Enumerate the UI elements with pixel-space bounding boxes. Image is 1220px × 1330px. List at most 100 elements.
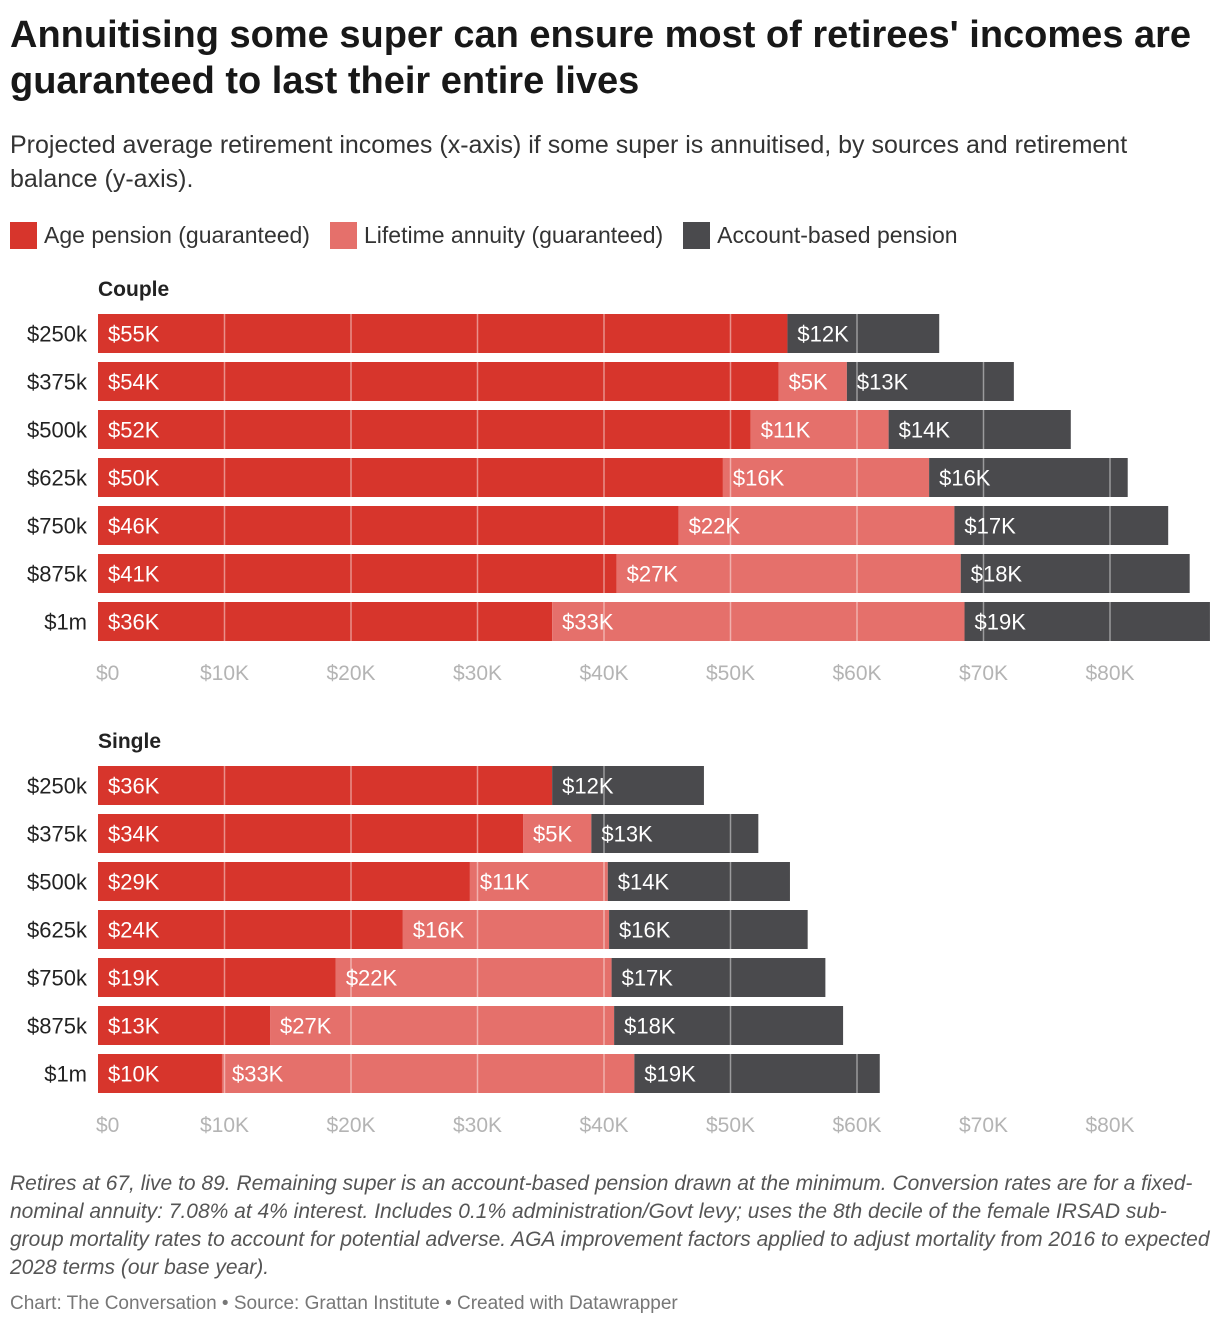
legend-label-account: Account-based pension bbox=[717, 221, 958, 248]
couple-gridlines bbox=[223, 314, 1111, 641]
data-label: $19K bbox=[975, 610, 1027, 635]
bar-segment-age-pension bbox=[98, 1006, 271, 1045]
data-label: $27K bbox=[627, 562, 679, 587]
data-label: $14K bbox=[899, 418, 951, 443]
data-label: $36K bbox=[108, 610, 160, 635]
x-tick-label: $0 bbox=[96, 1114, 119, 1137]
category-label: $375k bbox=[27, 370, 88, 395]
x-tick-label: $20K bbox=[326, 1114, 375, 1137]
data-label: $10K bbox=[108, 1062, 160, 1087]
data-label: $19K bbox=[644, 1062, 696, 1087]
category-label: $500k bbox=[27, 418, 88, 443]
x-tick-label: $30K bbox=[453, 1114, 502, 1137]
bar-segment-annuity bbox=[221, 1054, 635, 1093]
bar-segment-account bbox=[591, 814, 759, 853]
single-gridlines bbox=[223, 766, 1111, 1093]
bar-segment-age-pension bbox=[98, 862, 470, 901]
x-tick-label: $70K bbox=[959, 662, 1008, 685]
data-label: $16K bbox=[733, 466, 785, 491]
data-label: $33K bbox=[562, 610, 614, 635]
data-label: $27K bbox=[280, 1014, 332, 1039]
bar-segment-account bbox=[929, 458, 1128, 497]
bar-segment-account bbox=[846, 362, 1014, 401]
legend-swatch-annuity bbox=[329, 221, 357, 249]
chart-title: Annuitising some super can ensure most o… bbox=[10, 14, 1192, 102]
data-label: $33K bbox=[232, 1062, 284, 1087]
legend-item-account: Account-based pension bbox=[683, 221, 958, 249]
category-label: $1m bbox=[44, 1062, 87, 1087]
bar-segment-annuity bbox=[402, 910, 610, 949]
legend-label-annuity: Lifetime annuity (guaranteed) bbox=[363, 221, 664, 248]
x-tick-label: $20K bbox=[326, 662, 375, 685]
bar-segment-age-pension bbox=[98, 602, 553, 641]
x-tick-label: $60K bbox=[832, 1114, 881, 1137]
data-label: $17K bbox=[622, 966, 674, 991]
bar-segment-annuity bbox=[335, 958, 612, 997]
data-label: $36K bbox=[108, 774, 160, 799]
data-label: $16K bbox=[413, 918, 465, 943]
bar-segment-account bbox=[611, 958, 826, 997]
data-label: $22K bbox=[689, 514, 741, 539]
category-label: $250k bbox=[27, 322, 88, 347]
bar-segment-account bbox=[609, 910, 808, 949]
legend: Age pension (guaranteed) Lifetime annuit… bbox=[10, 218, 978, 252]
data-label: $11K bbox=[761, 418, 811, 443]
x-tick-label: $10K bbox=[200, 1114, 249, 1137]
data-label: $18K bbox=[624, 1014, 676, 1039]
x-tick-label: $70K bbox=[959, 1114, 1008, 1137]
bar-segment-annuity bbox=[270, 1006, 615, 1045]
panel-title-couple: Couple bbox=[98, 278, 170, 301]
x-tick-label: $50K bbox=[706, 662, 755, 685]
bar-segment-annuity bbox=[778, 362, 847, 401]
single-panel: Single $250k $36K $12K $375k $34K $5K $13K $500… bbox=[0, 730, 1220, 1150]
couple-panel: Couple $250k $55K $12K $375k $54K $5K $13K $500… bbox=[0, 278, 1220, 698]
bar-segment-annuity bbox=[750, 410, 889, 449]
data-label: $19K bbox=[108, 966, 160, 991]
data-label: $52K bbox=[108, 418, 160, 443]
category-label: $500k bbox=[27, 870, 88, 895]
x-tick-label: $40K bbox=[579, 1114, 628, 1137]
x-tick-label: $80K bbox=[1085, 1114, 1134, 1137]
bar-segment-annuity bbox=[523, 814, 592, 853]
data-label: $12K bbox=[797, 322, 849, 347]
data-label: $46K bbox=[108, 514, 160, 539]
category-label: $750k bbox=[27, 966, 88, 991]
bar-segment-annuity bbox=[678, 506, 955, 545]
bar-segment-account bbox=[634, 1054, 880, 1093]
bar-segment-annuity bbox=[616, 554, 961, 593]
x-tick-label: $40K bbox=[579, 662, 628, 685]
bar-segment-age-pension bbox=[98, 554, 617, 593]
single-chart: $250k $36K $12K $375k $34K $5K $13K $500k $29K $1… bbox=[27, 766, 1135, 1137]
x-tick-label: $50K bbox=[706, 1114, 755, 1137]
data-label: $11K bbox=[480, 870, 530, 895]
bar-segment-age-pension bbox=[98, 458, 723, 497]
bar-segment-account bbox=[787, 314, 940, 353]
data-label: $22K bbox=[346, 966, 398, 991]
x-tick-label: $30K bbox=[453, 662, 502, 685]
category-label: $375k bbox=[27, 822, 88, 847]
bar-segment-age-pension bbox=[98, 362, 779, 401]
data-label: $54K bbox=[108, 370, 160, 395]
category-label: $750k bbox=[27, 514, 88, 539]
chart-subtitle: Projected average retirement incomes (x-… bbox=[10, 131, 1128, 193]
data-label: $24K bbox=[108, 918, 160, 943]
data-label: $5K bbox=[789, 370, 828, 395]
data-label: $55K bbox=[108, 322, 160, 347]
x-tick-label: $0 bbox=[96, 662, 119, 685]
x-tick-label: $10K bbox=[200, 662, 249, 685]
bar-segment-age-pension bbox=[98, 814, 524, 853]
category-label: $875k bbox=[27, 1014, 88, 1039]
bar-segment-account bbox=[888, 410, 1071, 449]
panel-title-single: Single bbox=[98, 730, 162, 753]
category-label: $875k bbox=[27, 562, 88, 587]
data-label: $13K bbox=[857, 370, 909, 395]
legend-swatch-account bbox=[683, 221, 711, 249]
x-tick-label: $60K bbox=[832, 662, 881, 685]
bar-segment-account bbox=[614, 1006, 844, 1045]
bar-segment-account bbox=[964, 602, 1210, 641]
data-label: $5K bbox=[533, 822, 572, 847]
data-label: $17K bbox=[964, 514, 1016, 539]
bar-segment-age-pension bbox=[98, 958, 336, 997]
single-bars bbox=[98, 766, 880, 1093]
data-label: $16K bbox=[619, 918, 671, 943]
